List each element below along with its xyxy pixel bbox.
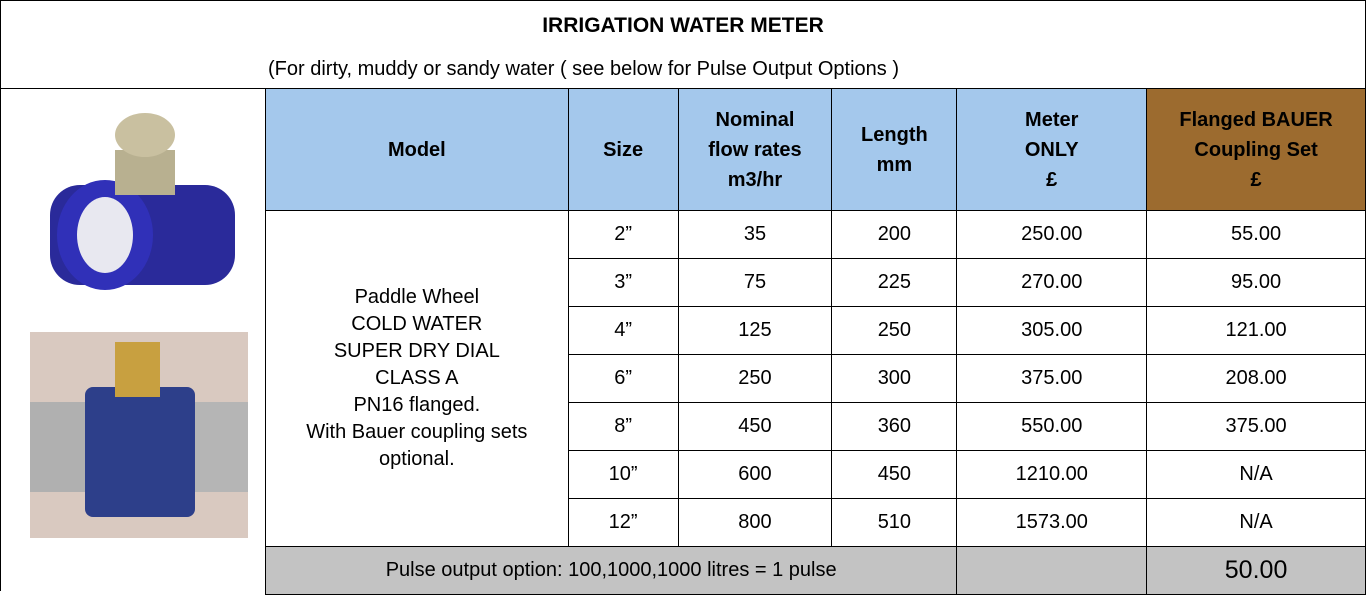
header-line: Flanged BAUER	[1147, 105, 1365, 135]
header-line: mm	[832, 150, 956, 180]
meter-body	[85, 387, 195, 517]
model-line: With Bauer coupling sets	[266, 419, 568, 446]
divider	[0, 88, 265, 89]
table-cell: 1573.00	[957, 499, 1147, 547]
table-cell: 121.00	[1147, 307, 1366, 355]
header-line: Length	[832, 120, 956, 150]
empty-cell	[957, 547, 1147, 595]
table-cell: 225	[832, 259, 957, 307]
header-line: m3/hr	[679, 165, 832, 195]
table-cell: 300	[832, 355, 957, 403]
header-line: Meter	[957, 105, 1146, 135]
title: IRRIGATION WATER METER	[0, 14, 1366, 38]
pulse-row: Pulse output option: 100,1000,1000 litre…	[266, 547, 1366, 595]
header-line: £	[1147, 165, 1365, 195]
table-cell: 800	[678, 499, 832, 547]
header-line: flow rates	[679, 135, 832, 165]
table-cell: 2”	[568, 211, 678, 259]
table-cell: 208.00	[1147, 355, 1366, 403]
table-cell: 375.00	[957, 355, 1147, 403]
table-cell: N/A	[1147, 451, 1366, 499]
model-line: optional.	[266, 446, 568, 473]
column-header: Model	[266, 89, 569, 211]
header-line: £	[957, 165, 1146, 195]
header-line: ONLY	[957, 135, 1146, 165]
table-cell: 10”	[568, 451, 678, 499]
column-header: Size	[568, 89, 678, 211]
table-cell: 1210.00	[957, 451, 1147, 499]
subtitle: (For dirty, muddy or sandy water ( see b…	[268, 58, 899, 81]
header-line: Model	[266, 135, 568, 165]
model-line: PN16 flanged.	[266, 392, 568, 419]
table-cell: 4”	[568, 307, 678, 355]
table-cell: 3”	[568, 259, 678, 307]
bore	[77, 197, 133, 273]
table-cell: 450	[678, 403, 832, 451]
table-cell: 305.00	[957, 307, 1147, 355]
table-cell: 200	[832, 211, 957, 259]
table-cell: 375.00	[1147, 403, 1366, 451]
model-line: CLASS A	[266, 365, 568, 392]
table-cell: 450	[832, 451, 957, 499]
model-line: COLD WATER	[266, 311, 568, 338]
table-cell: 250	[678, 355, 832, 403]
pulse-price: 50.00	[1147, 547, 1366, 595]
table-cell: 6”	[568, 355, 678, 403]
model-line: Paddle Wheel	[266, 284, 568, 311]
table-cell: 550.00	[957, 403, 1147, 451]
table-cell: 12”	[568, 499, 678, 547]
pulse-label: Pulse output option: 100,1000,1000 litre…	[266, 547, 957, 595]
table-cell: 125	[678, 307, 832, 355]
table-cell: N/A	[1147, 499, 1366, 547]
table-cell: 600	[678, 451, 832, 499]
header-line: Nominal	[679, 105, 832, 135]
table-cell: 75	[678, 259, 832, 307]
table-cell: 35	[678, 211, 832, 259]
table-cell: 510	[832, 499, 957, 547]
table-cell: 360	[832, 403, 957, 451]
header-line: Coupling Set	[1147, 135, 1365, 165]
table-cell: 8”	[568, 403, 678, 451]
meter-photo	[30, 95, 260, 305]
table-cell: 250	[832, 307, 957, 355]
register	[115, 342, 160, 397]
lid	[115, 113, 175, 157]
table-cell: 270.00	[957, 259, 1147, 307]
meter-photo-2	[30, 332, 248, 538]
table-cell: 95.00	[1147, 259, 1366, 307]
header-line: Size	[569, 135, 678, 165]
table-cell: 250.00	[957, 211, 1147, 259]
model-line: SUPER DRY DIAL	[266, 338, 568, 365]
table-cell: 55.00	[1147, 211, 1366, 259]
page: IRRIGATION WATER METER (For dirty, muddy…	[0, 0, 1366, 590]
